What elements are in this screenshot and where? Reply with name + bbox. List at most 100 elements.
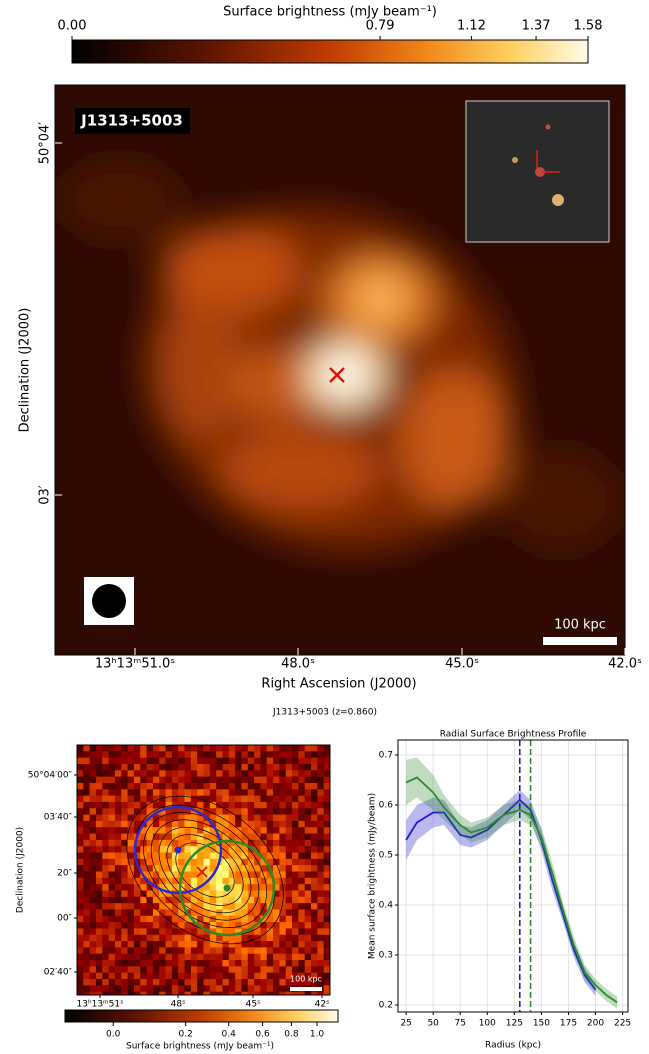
pixel: [248, 853, 255, 860]
pixel: [83, 859, 90, 866]
pixel: [134, 783, 141, 790]
pixel: [159, 916, 166, 923]
pixel: [197, 745, 204, 752]
pixel: [197, 751, 204, 758]
pixel: [90, 770, 97, 777]
pixel: [115, 853, 122, 860]
pixel: [102, 878, 109, 885]
y-tick-label: 0.7: [379, 751, 393, 761]
pixel: [292, 884, 299, 891]
pixel: [235, 859, 242, 866]
pixel: [311, 802, 318, 809]
pixel: [260, 815, 267, 822]
pixel: [235, 796, 242, 803]
pixel: [102, 916, 109, 923]
top-image: J1313+5003 100 kpc: [55, 85, 625, 655]
pixel: [102, 909, 109, 916]
pixel: [317, 916, 324, 923]
pixel: [260, 770, 267, 777]
pixel: [191, 764, 198, 771]
pixel: [121, 821, 128, 828]
pixel: [96, 878, 103, 885]
pixel: [254, 758, 261, 765]
pixel: [267, 764, 274, 771]
x-tick-label: 200: [587, 1019, 604, 1029]
pixel: [311, 770, 318, 777]
pixel: [153, 928, 160, 935]
pixel: [197, 947, 204, 954]
pixel: [204, 802, 211, 809]
pixel: [229, 796, 236, 803]
pixel: [128, 960, 135, 967]
pixel: [267, 821, 274, 828]
pixel: [286, 777, 293, 784]
pixel: [102, 979, 109, 986]
pixel: [140, 966, 147, 973]
pixel: [147, 903, 154, 910]
pixel: [216, 973, 223, 980]
pixel: [229, 878, 236, 885]
pixel: [121, 890, 128, 897]
pixel: [324, 979, 331, 986]
pixel: [90, 916, 97, 923]
pixel: [222, 796, 229, 803]
pixel: [216, 808, 223, 815]
pixel: [90, 985, 97, 992]
pixel: [292, 777, 299, 784]
pixel: [90, 764, 97, 771]
pixel: [305, 815, 312, 822]
pixel: [311, 960, 318, 967]
pixel: [311, 764, 318, 771]
pixel: [96, 815, 103, 822]
pixel: [83, 827, 90, 834]
pixel: [235, 922, 242, 929]
pixel: [210, 751, 217, 758]
pixel: [222, 777, 229, 784]
pixel: [286, 789, 293, 796]
pixel: [109, 890, 116, 897]
pixel: [121, 922, 128, 929]
pixel: [191, 751, 198, 758]
pixel: [77, 834, 84, 841]
pixel: [102, 973, 109, 980]
pixel: [324, 941, 331, 948]
pixel: [166, 745, 173, 752]
pixel: [292, 941, 299, 948]
pixel: [166, 973, 173, 980]
pixel: [172, 935, 179, 942]
pixel: [210, 783, 217, 790]
pixel: [83, 897, 90, 904]
pixel: [178, 966, 185, 973]
pixel: [229, 859, 236, 866]
y-tick-label: 02′40″: [44, 968, 73, 978]
pixel: [172, 840, 179, 847]
pixel: [273, 802, 280, 809]
x-tick-label: 45.0ˢ: [445, 657, 479, 672]
pixel: [216, 884, 223, 891]
pixel: [134, 796, 141, 803]
pixel: [204, 979, 211, 986]
pixel: [241, 897, 248, 904]
figure: Surface brightness (mJy beam⁻¹): [0, 0, 649, 1054]
pixel: [166, 941, 173, 948]
pixel: [128, 745, 135, 752]
pixel: [324, 878, 331, 885]
pixel: [197, 770, 204, 777]
pixel: [140, 751, 147, 758]
pixel: [273, 796, 280, 803]
pixel: [96, 758, 103, 765]
pixel: [90, 783, 97, 790]
pixel: [254, 859, 261, 866]
pixel: [159, 947, 166, 954]
pixel: [235, 954, 242, 961]
pixel: [77, 922, 84, 929]
pixel: [115, 840, 122, 847]
pixel: [298, 808, 305, 815]
pixel: [90, 859, 97, 866]
pixel: [147, 954, 154, 961]
pixel: [267, 758, 274, 765]
pixel: [305, 859, 312, 866]
pixel: [324, 916, 331, 923]
pixel: [121, 954, 128, 961]
pixel: [121, 859, 128, 866]
